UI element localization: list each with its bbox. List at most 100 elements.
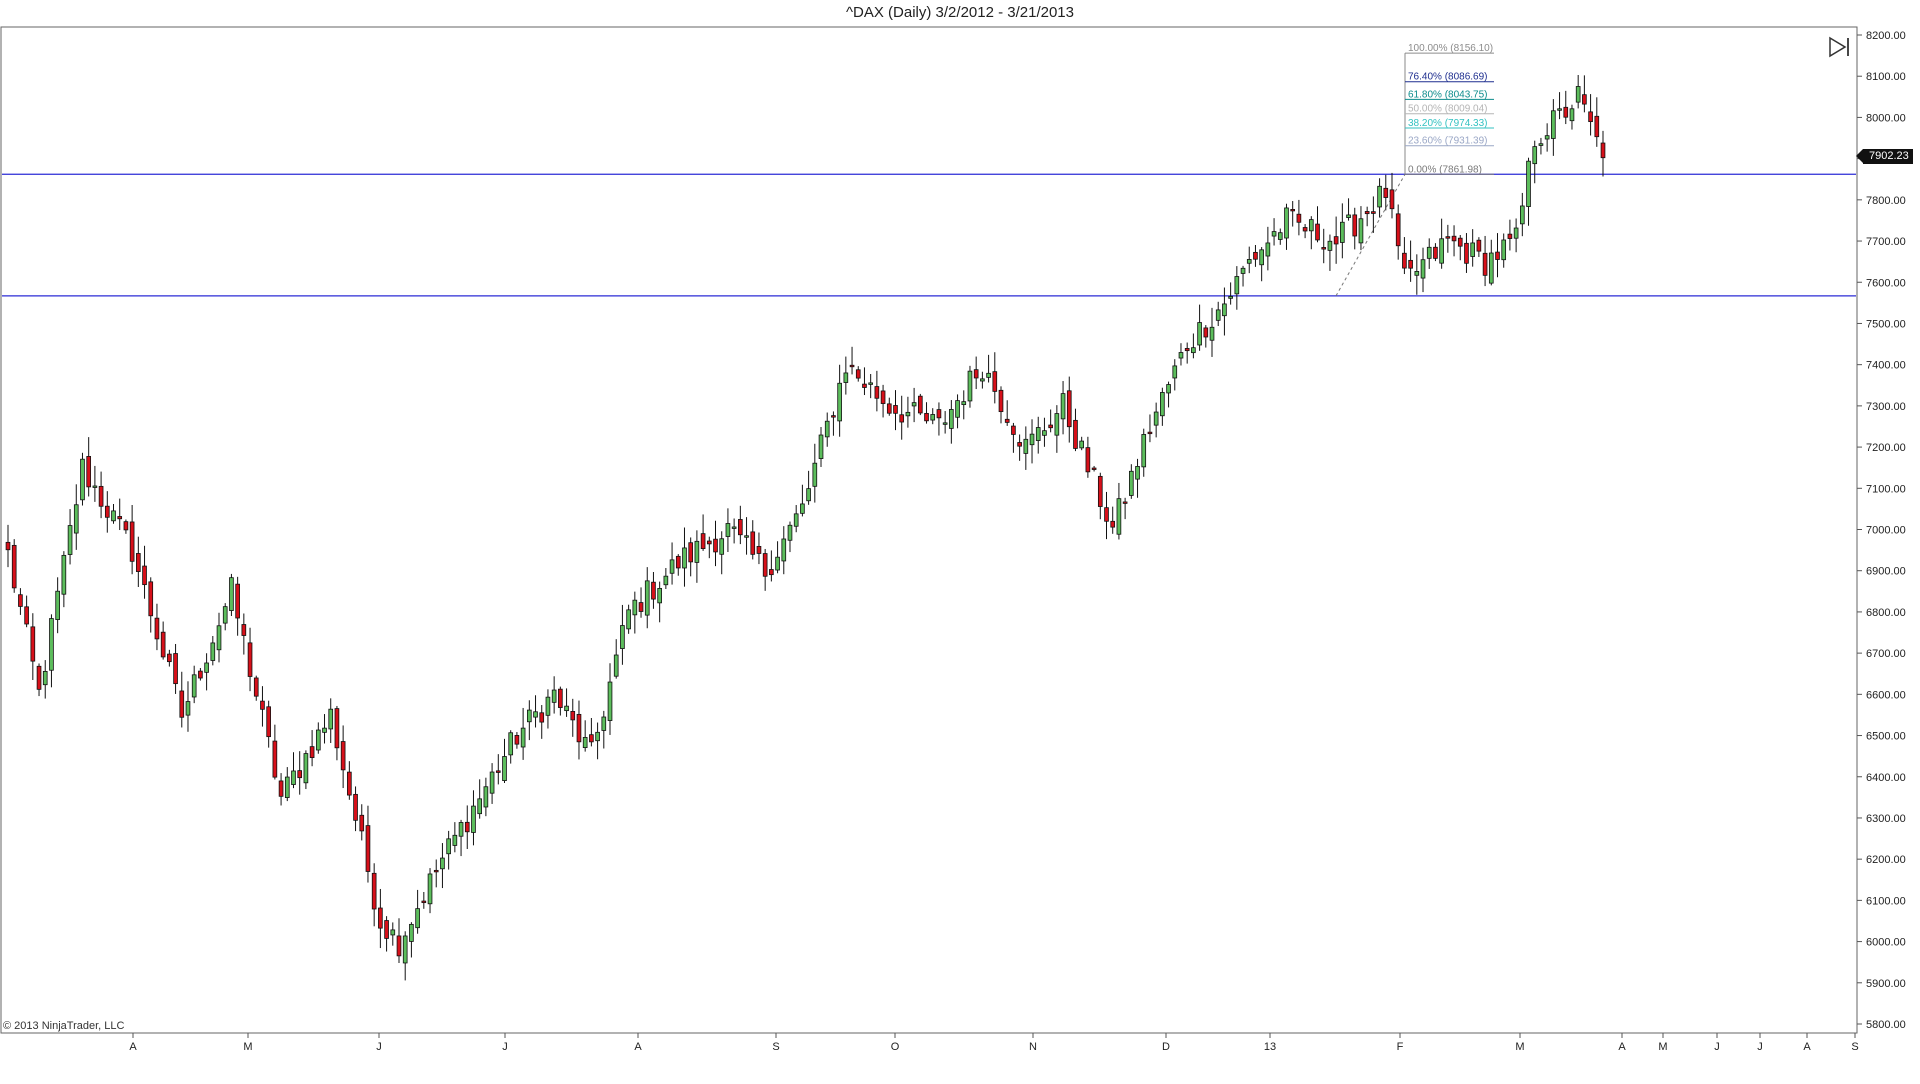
y-tick-label: 6300.00 [1866,813,1906,825]
candle-body [1426,246,1432,259]
candle-body [675,555,681,569]
candle-body [893,405,898,414]
candle-body [1085,447,1091,473]
y-tick-label: 6700.00 [1866,648,1906,660]
candle-body [1476,239,1482,252]
candle-body [1011,425,1016,435]
candle-body [936,409,942,419]
candle-body [24,606,29,625]
candle-body [545,696,551,716]
candle-body [917,395,923,414]
candle-body [371,872,377,910]
y-tick-label: 5900.00 [1866,978,1906,990]
y-tick-label: 6500.00 [1866,731,1906,743]
y-tick-label: 7400.00 [1866,360,1906,372]
candle-body [458,822,464,837]
candle-body [30,626,36,662]
candle-body [198,670,203,679]
candle-body [1445,236,1451,239]
candle-body [787,524,793,541]
candle-body [284,776,290,798]
candle-body [129,521,135,562]
candle-body [1029,433,1035,446]
candle-body [1023,438,1029,454]
play-skip-icon[interactable] [1827,35,1853,59]
candle-body [837,382,842,422]
candle-body [433,869,439,873]
y-tick-label: 7100.00 [1866,483,1906,495]
candle-body [800,503,805,514]
x-tick-label: N [1029,1041,1037,1053]
candle-body [179,690,185,718]
candle-body [409,923,414,942]
y-tick-label: 6800.00 [1866,607,1906,619]
candle-body [464,821,470,833]
candle-body [1290,209,1296,212]
candle-body [949,409,954,429]
candle-body [520,727,526,748]
y-tick-label: 6100.00 [1866,895,1906,907]
y-tick-label: 7200.00 [1866,442,1906,454]
candle-body [123,521,129,531]
candle-body [1191,347,1196,354]
copyright-text: © 2013 NinjaTrader, LLC [3,1020,125,1032]
x-tick-label: M [1658,1041,1667,1053]
candle-body [11,544,17,589]
candle-body [1153,411,1159,426]
candle-body [1457,237,1463,247]
y-tick-label: 7300.00 [1866,401,1906,413]
candle-body [378,907,383,929]
candle-body [626,609,631,630]
fib-level-label: 100.00% (8156.10) [1408,43,1493,54]
candle-body [533,711,538,718]
x-tick-label: F [1397,1041,1404,1053]
candle-body [61,554,67,595]
candle-body [278,780,284,797]
candle-body [1327,240,1333,251]
fib-level-label: 76.40% (8086.69) [1408,72,1488,83]
candle-body [483,786,489,808]
candle-body [111,510,116,522]
candle-body [1389,189,1395,210]
x-tick-label: 13 [1264,1041,1276,1053]
y-tick-label: 7500.00 [1866,318,1906,330]
candle-body [1532,146,1538,165]
candle-body [402,935,408,964]
candle-body [1160,392,1165,417]
candle-body [315,729,321,751]
candle-body [1402,252,1407,269]
candle-body [1017,442,1022,447]
candle-body [260,700,265,710]
candle-body [595,731,600,742]
candle-body [899,414,905,423]
candle-body [1557,108,1562,111]
candle-body [117,516,123,520]
fib-level-label: 38.20% (7974.33) [1408,118,1488,129]
y-tick-label: 5800.00 [1866,1019,1906,1031]
candle-body [1066,390,1072,428]
candle-body [1346,214,1351,218]
candle-body [1526,160,1531,207]
x-tick-label: J [376,1041,382,1053]
candlestick-chart[interactable]: 100.00% (8156.10) 76.40% (8086.69) 61.80% … [0,26,1920,1079]
candle-body [229,577,234,611]
candle-body [1172,365,1178,379]
candle-body [818,434,824,459]
candle-body [160,631,166,658]
candle-body [1240,267,1246,274]
candle-body [955,400,960,418]
y-tick-label: 6400.00 [1866,772,1906,784]
candle-body [775,556,780,571]
candle-body [142,565,147,586]
chart-frame[interactable]: 100.00% (8156.10) 76.40% (8086.69) 61.80% … [0,26,1920,1079]
candle-body [1488,252,1494,284]
candle-body [309,746,315,759]
candle-body [216,625,222,651]
candle-body [86,456,92,488]
candle-body [756,546,762,554]
x-tick-label: M [1515,1041,1524,1053]
candle-body [471,805,476,833]
candle-body [98,485,104,507]
candle-body [849,364,855,368]
candle-body [253,677,259,697]
